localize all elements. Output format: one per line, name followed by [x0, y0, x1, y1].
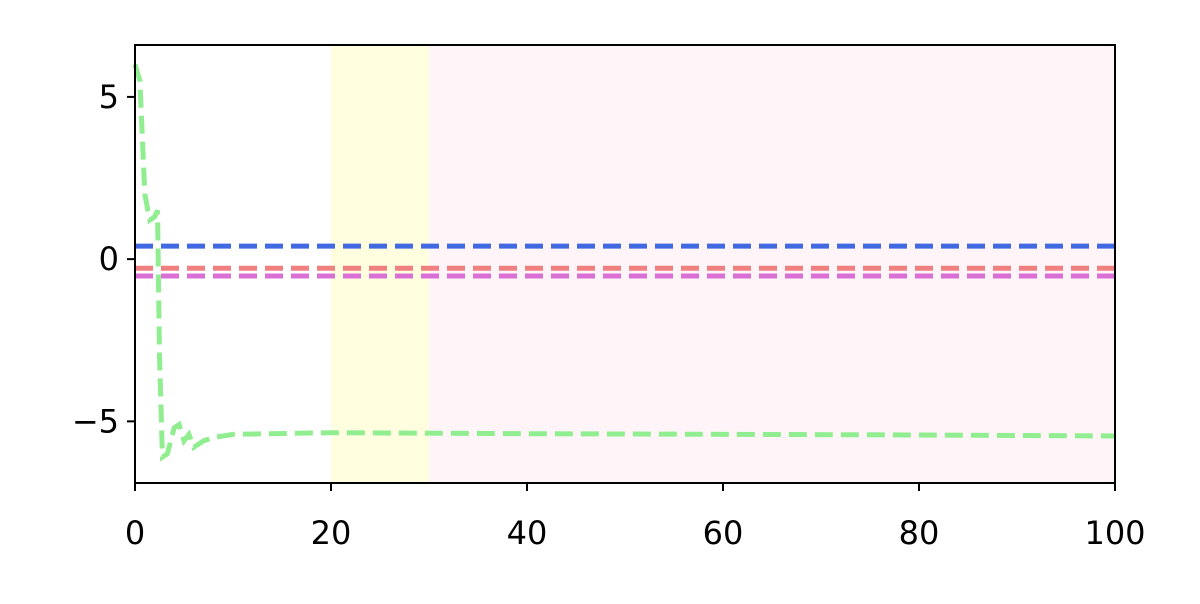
- shaded-span: [429, 45, 1115, 483]
- line: [132, 63, 1116, 462]
- x-tick-label: 100: [1084, 514, 1145, 552]
- plot-frame: [134, 44, 1116, 484]
- x-tick-label: 60: [703, 514, 744, 552]
- shaded-span: [331, 45, 429, 483]
- y-tick-label: 5: [99, 78, 119, 116]
- x-tick-label: 80: [899, 514, 940, 552]
- x-tick-label: 20: [311, 514, 352, 552]
- x-tick-label: 40: [507, 514, 548, 552]
- y-tick-label: 0: [99, 240, 119, 278]
- y-tick-label: −5: [72, 402, 119, 440]
- x-tick-label: 0: [125, 514, 145, 552]
